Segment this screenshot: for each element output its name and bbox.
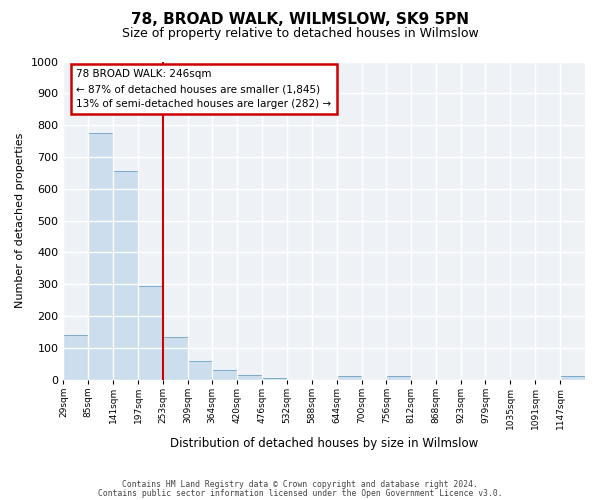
X-axis label: Distribution of detached houses by size in Wilmslow: Distribution of detached houses by size … bbox=[170, 437, 478, 450]
Bar bbox=[386, 376, 411, 380]
Bar bbox=[163, 336, 188, 380]
Bar bbox=[237, 375, 262, 380]
Bar bbox=[188, 362, 212, 380]
Bar bbox=[64, 335, 88, 380]
Text: 78 BROAD WALK: 246sqm
← 87% of detached houses are smaller (1,845)
13% of semi-d: 78 BROAD WALK: 246sqm ← 87% of detached … bbox=[76, 70, 332, 109]
Text: Contains HM Land Registry data © Crown copyright and database right 2024.: Contains HM Land Registry data © Crown c… bbox=[122, 480, 478, 489]
Bar bbox=[113, 171, 138, 380]
Y-axis label: Number of detached properties: Number of detached properties bbox=[15, 133, 25, 308]
Bar bbox=[262, 378, 287, 380]
Bar bbox=[88, 133, 113, 380]
Bar bbox=[138, 286, 163, 380]
Text: Contains public sector information licensed under the Open Government Licence v3: Contains public sector information licen… bbox=[98, 489, 502, 498]
Bar bbox=[560, 376, 585, 380]
Text: 78, BROAD WALK, WILMSLOW, SK9 5PN: 78, BROAD WALK, WILMSLOW, SK9 5PN bbox=[131, 12, 469, 28]
Text: Size of property relative to detached houses in Wilmslow: Size of property relative to detached ho… bbox=[122, 28, 478, 40]
Bar bbox=[212, 370, 237, 380]
Bar bbox=[337, 376, 362, 380]
